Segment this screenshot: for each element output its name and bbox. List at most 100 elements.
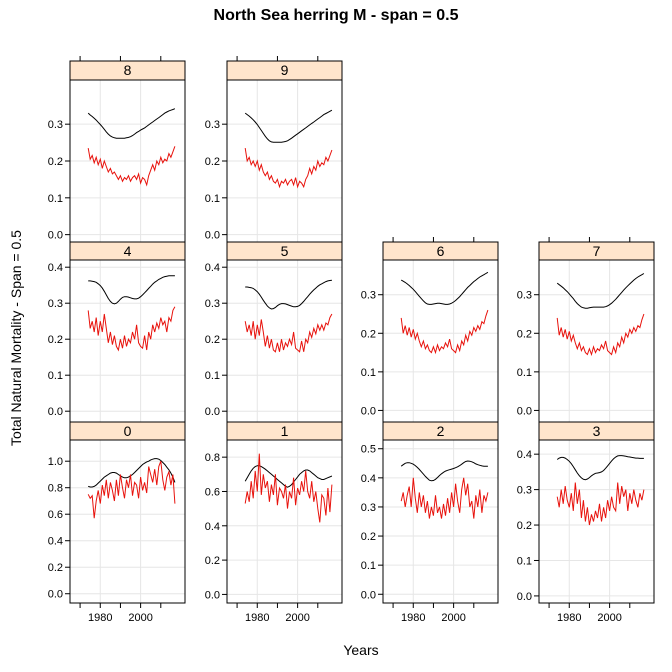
y-tick-label: 0.2 [361, 531, 376, 543]
y-tick-label: 0.2 [48, 562, 63, 574]
strip-label: 5 [281, 243, 289, 259]
panel-9: 9 0.0 0.1 0.2 0.3 [205, 56, 343, 243]
y-tick-label: 0.2 [205, 555, 220, 567]
raw-series-line [556, 313, 645, 357]
x-axis-label: Years [343, 642, 379, 658]
y-tick-label: 0.2 [517, 520, 532, 532]
smoothed-series-line [245, 279, 332, 310]
y-tick-label: 0.1 [517, 555, 532, 567]
y-tick-label: 0.2 [361, 328, 376, 340]
raw-series-line [244, 148, 333, 189]
y-tick-label: 1.0 [48, 456, 63, 468]
x-tick-label: 1980 [88, 612, 112, 624]
panel-frame [226, 439, 343, 604]
y-tick-label: 0.3 [48, 298, 63, 310]
strip-label: 2 [437, 423, 445, 439]
y-tick-label: 0.0 [361, 589, 376, 601]
strip-label: 1 [281, 423, 289, 439]
y-tick-label: 0.2 [48, 334, 63, 346]
y-axis-label: Total Natural Mortality - Span = 0.5 [8, 230, 24, 446]
y-tick-label: 0.0 [205, 230, 220, 242]
y-tick-label: 0.2 [205, 334, 220, 346]
panel-frame [382, 439, 499, 604]
strip-label: 3 [593, 423, 601, 439]
panel-frame [538, 439, 655, 604]
x-tick-label: 1980 [401, 612, 425, 624]
x-tick-label: 2000 [128, 612, 152, 624]
y-tick-label: 0.1 [205, 193, 220, 205]
y-tick-label: 0.1 [361, 560, 376, 572]
smoothed-series-line [556, 273, 645, 309]
smoothed-series-line [400, 271, 489, 305]
strip-label: 7 [593, 243, 601, 259]
panel-frame [538, 259, 655, 423]
raw-series-line [87, 461, 176, 519]
panel-6: 6 0.0 0.1 0.2 0.3 [361, 237, 499, 423]
y-tick-label: 0.4 [517, 449, 532, 461]
smoothed-series-line [400, 460, 488, 482]
raw-series-line [87, 146, 176, 187]
panel-frame [382, 259, 499, 423]
strip-label: 0 [124, 423, 132, 439]
strip-label: 6 [437, 243, 445, 259]
y-tick-label: 0.4 [48, 536, 63, 548]
x-tick-label: 1980 [245, 612, 269, 624]
y-tick-label: 0.0 [48, 589, 63, 601]
y-tick-label: 0.5 [361, 444, 376, 456]
y-tick-label: 0.4 [361, 473, 376, 485]
chart-title: North Sea herring M - span = 0.5 [213, 7, 459, 24]
x-tick-label: 1980 [557, 612, 581, 624]
y-tick-label: 0.3 [517, 290, 532, 302]
y-tick-label: 0.0 [517, 405, 532, 417]
raw-series-line [400, 477, 489, 519]
y-tick-label: 0.4 [205, 521, 220, 533]
y-tick-label: 0.1 [517, 367, 532, 379]
y-tick-label: 0.8 [48, 483, 63, 495]
strip-label: 9 [281, 62, 289, 78]
y-tick-label: 0.4 [48, 262, 63, 274]
y-tick-label: 0.0 [205, 406, 220, 418]
panel-0: 0 0.0 0.2 0.4 0.6 0.8 1.0 1980 2000 [48, 421, 186, 624]
x-tick-label: 2000 [285, 612, 309, 624]
y-tick-label: 0.3 [205, 298, 220, 310]
y-tick-label: 0.1 [205, 370, 220, 382]
raw-series-line [556, 482, 645, 526]
smoothed-series-line [88, 275, 175, 305]
y-tick-label: 0.4 [205, 262, 220, 274]
raw-series-line [400, 309, 489, 355]
y-tick-label: 0.6 [48, 509, 63, 521]
raw-series-line [87, 306, 176, 352]
smoothed-series-line [88, 458, 176, 488]
smoothed-series-line [244, 109, 333, 143]
y-tick-label: 0.1 [48, 193, 63, 205]
strip-label: 8 [124, 62, 132, 78]
panel-4: 4 0.0 0.1 0.2 0.3 0.4 [48, 241, 186, 423]
panel-3: 3 0.0 0.1 0.2 0.3 0.4 1980 2000 [517, 421, 655, 624]
panel-8: 8 0.0 0.1 0.2 0.3 [48, 56, 186, 243]
y-tick-label: 0.0 [48, 230, 63, 242]
raw-series-line [244, 453, 333, 523]
y-tick-label: 0.3 [361, 502, 376, 514]
y-tick-label: 0.0 [517, 591, 532, 603]
y-tick-label: 0.3 [48, 119, 63, 131]
raw-series-line [244, 313, 333, 353]
y-tick-label: 0.0 [361, 405, 376, 417]
y-tick-label: 0.0 [205, 589, 220, 601]
panel-frame [226, 259, 343, 423]
y-tick-label: 0.3 [205, 119, 220, 131]
smoothed-series-line [87, 108, 176, 139]
panel-frame [69, 439, 186, 604]
x-tick-label: 2000 [597, 612, 621, 624]
y-tick-label: 0.3 [361, 290, 376, 302]
panel-7: 7 0.0 0.1 0.2 0.3 [517, 237, 655, 423]
x-tick-label: 2000 [441, 612, 465, 624]
y-tick-label: 0.1 [48, 370, 63, 382]
panel-1: 1 0.0 0.2 0.4 0.6 0.8 1980 2000 [205, 421, 343, 624]
y-tick-label: 0.3 [517, 485, 532, 497]
y-tick-label: 0.2 [48, 156, 63, 168]
panel-2: 2 0.0 0.1 0.2 0.3 0.4 0.5 1980 2000 [361, 421, 499, 624]
y-tick-label: 0.0 [48, 406, 63, 418]
y-tick-label: 0.6 [205, 486, 220, 498]
y-tick-label: 0.8 [205, 452, 220, 464]
panel-5: 5 0.0 0.1 0.2 0.3 0.4 [205, 241, 343, 423]
